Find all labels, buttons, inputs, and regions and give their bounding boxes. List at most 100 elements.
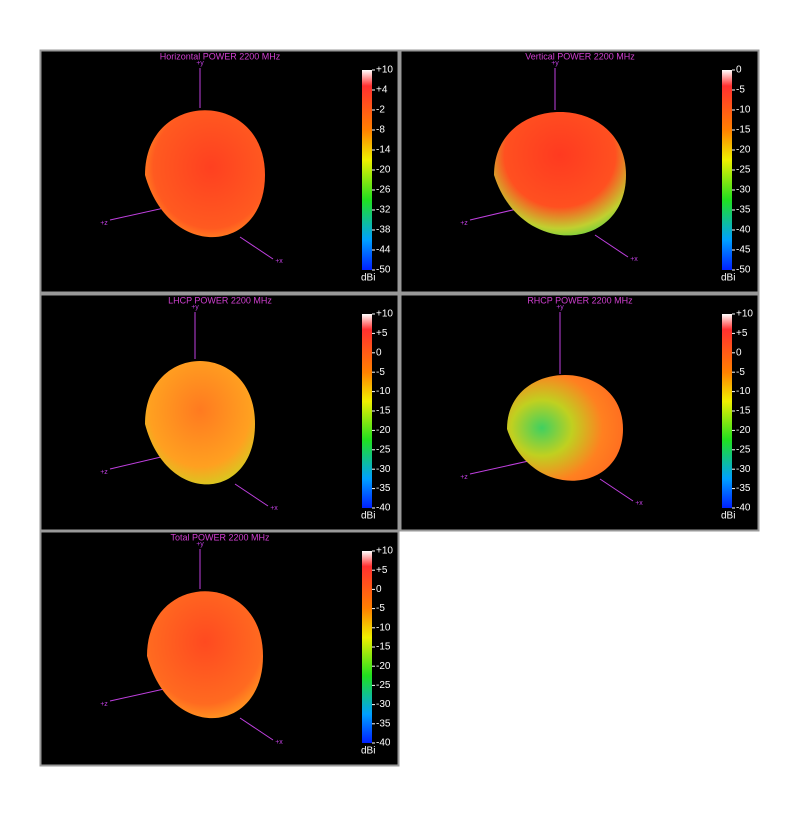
colorbar-tick-label: -14 <box>376 145 391 156</box>
colorbar-unit: dBi <box>361 746 375 757</box>
colorbar-tick-label: +10 <box>736 309 753 320</box>
axis-label: +z <box>460 474 468 481</box>
colorbar-tick-label: -40 <box>736 225 751 236</box>
colorbar-tick-label: -30 <box>736 464 751 475</box>
panel-title: LHCP POWER 2200 MHz <box>168 295 272 305</box>
colorbar-tick-label: -40 <box>736 503 751 514</box>
colorbar-tick-label: -10 <box>736 105 751 116</box>
axis-label: +y <box>556 304 564 311</box>
axis-label: +y <box>551 60 559 67</box>
axis-label: +x <box>270 505 278 512</box>
panel-title: Total POWER 2200 MHz <box>170 532 270 542</box>
colorbar-unit: dBi <box>721 511 735 522</box>
colorbar-tick-label: -15 <box>736 406 751 417</box>
colorbar-tick-label: -8 <box>376 125 385 136</box>
axis-x <box>239 717 274 741</box>
colorbar-tick-label: +10 <box>376 65 393 76</box>
colorbar-tick-label: 0 <box>736 65 742 76</box>
axis-x <box>239 236 274 260</box>
axis-label: +x <box>275 258 283 265</box>
colorbar-tick-label: +5 <box>736 328 748 339</box>
pattern-surface <box>147 591 263 719</box>
panel-title: RHCP POWER 2200 MHz <box>527 295 633 305</box>
colorbar-tick-label: -30 <box>376 699 391 710</box>
colorbar-tick-label: -32 <box>376 205 391 216</box>
colorbar <box>722 70 732 270</box>
colorbar-tick-label: -5 <box>376 367 385 378</box>
colorbar-tick-label: +5 <box>376 565 388 576</box>
pattern-surface <box>494 112 626 236</box>
colorbar-tick-label: -30 <box>376 464 391 475</box>
colorbar-tick-label: -38 <box>376 225 391 236</box>
colorbar-tick-label: -25 <box>376 444 391 455</box>
colorbar-tick-label: 0 <box>376 347 382 358</box>
axis-label: +z <box>100 469 108 476</box>
colorbar-tick-label: -35 <box>736 205 751 216</box>
axis-label: +x <box>635 500 643 507</box>
colorbar-tick-label: -50 <box>376 265 391 276</box>
colorbar <box>722 314 732 508</box>
colorbar <box>362 70 372 270</box>
panel: Horizontal POWER 2200 MHz+y +z +x +10 +4 -2 -8… <box>39 49 400 294</box>
axis-x <box>594 234 629 258</box>
colorbar-tick-label: -50 <box>736 265 751 276</box>
axis-label: +x <box>630 256 638 263</box>
colorbar-tick-label: 0 <box>376 584 382 595</box>
colorbar-tick-label: +10 <box>376 309 393 320</box>
colorbar-tick-label: -15 <box>376 642 391 653</box>
colorbar-unit: dBi <box>361 511 375 522</box>
colorbar-tick-label: +4 <box>376 85 388 96</box>
axis-label: +z <box>100 701 108 708</box>
colorbar-tick-label: -2 <box>376 105 385 116</box>
colorbar <box>362 314 372 508</box>
colorbar-tick-label: -10 <box>736 386 751 397</box>
colorbar-tick-label: 0 <box>736 347 742 358</box>
colorbar-tick-label: -40 <box>376 738 391 749</box>
axis-label: +z <box>100 220 108 227</box>
colorbar-tick-label: -25 <box>736 444 751 455</box>
colorbar-tick-label: -5 <box>736 367 745 378</box>
colorbar-tick-label: -45 <box>736 245 751 256</box>
colorbar-tick-label: -20 <box>736 425 751 436</box>
colorbar-tick-label: -15 <box>736 125 751 136</box>
colorbar-tick-label: -10 <box>376 386 391 397</box>
colorbar-tick-label: -20 <box>376 661 391 672</box>
pattern-surface <box>145 110 265 238</box>
colorbar-tick-label: -20 <box>376 165 391 176</box>
colorbar-tick-label: -35 <box>376 483 391 494</box>
axis-x <box>234 483 269 507</box>
axis-label: +x <box>275 739 283 746</box>
colorbar-tick-label: -20 <box>736 145 751 156</box>
panel-title: Vertical POWER 2200 MHz <box>525 51 635 61</box>
colorbar-unit: dBi <box>721 273 735 284</box>
axis-label: +y <box>196 541 204 548</box>
colorbar-tick-label: -35 <box>736 483 751 494</box>
colorbar-unit: dBi <box>361 273 375 284</box>
colorbar-tick-label: -10 <box>376 622 391 633</box>
panel: Vertical POWER 2200 MHz+y +z +x 0 -5 -10 -15 -2… <box>399 49 760 294</box>
panel: LHCP POWER 2200 MHz+y +z +x +10 +5 0 -5 -10 -15 -… <box>39 293 400 532</box>
colorbar-tick-label: -5 <box>376 603 385 614</box>
colorbar-tick-label: -35 <box>376 718 391 729</box>
pattern-surface <box>145 361 255 485</box>
pattern-surface <box>507 375 623 481</box>
colorbar-tick-label: -20 <box>376 425 391 436</box>
panel: Total POWER 2200 MHz+y +z +x +10 +5 0 -5 -10 -15… <box>39 530 400 767</box>
colorbar-tick-label: -40 <box>376 503 391 514</box>
panel: RHCP POWER 2200 MHz+y +z +x +10 +5 0 -5 -10 -15 -… <box>399 293 760 532</box>
colorbar-tick-label: -30 <box>736 185 751 196</box>
axis-label: +y <box>191 304 199 311</box>
colorbar-tick-label: +10 <box>376 546 393 557</box>
colorbar-tick-label: -5 <box>736 85 745 96</box>
colorbar-tick-label: -15 <box>376 406 391 417</box>
colorbar-tick-label: -25 <box>376 680 391 691</box>
axis-x <box>599 478 634 502</box>
colorbar-tick-label: -25 <box>736 165 751 176</box>
colorbar-tick-label: -26 <box>376 185 391 196</box>
colorbar-tick-label: +5 <box>376 328 388 339</box>
panel-title: Horizontal POWER 2200 MHz <box>160 51 281 61</box>
colorbar <box>362 551 372 743</box>
axis-label: +y <box>196 60 204 67</box>
colorbar-tick-label: -44 <box>376 245 391 256</box>
